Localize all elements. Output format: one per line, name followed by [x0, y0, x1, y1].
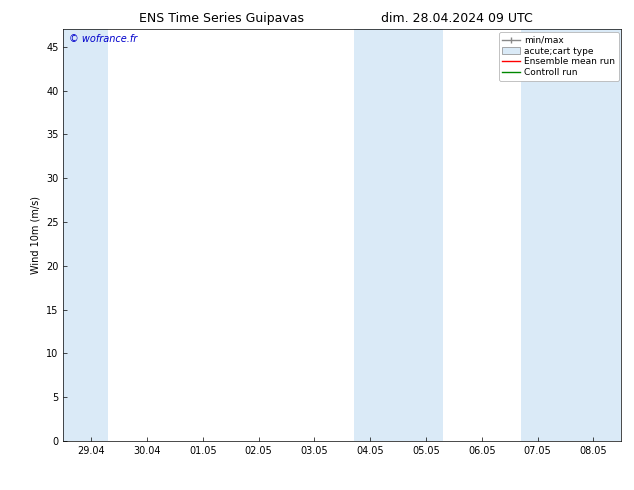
- Text: dim. 28.04.2024 09 UTC: dim. 28.04.2024 09 UTC: [380, 12, 533, 25]
- Y-axis label: Wind 10m (m/s): Wind 10m (m/s): [30, 196, 41, 274]
- Bar: [354, 29, 443, 441]
- Legend: min/max, acute;cart type, Ensemble mean run, Controll run: min/max, acute;cart type, Ensemble mean …: [499, 32, 619, 81]
- Text: ENS Time Series Guipavas: ENS Time Series Guipavas: [139, 12, 304, 25]
- Bar: [521, 29, 621, 441]
- Bar: [63, 29, 108, 441]
- Text: © wofrance.fr: © wofrance.fr: [69, 33, 137, 44]
